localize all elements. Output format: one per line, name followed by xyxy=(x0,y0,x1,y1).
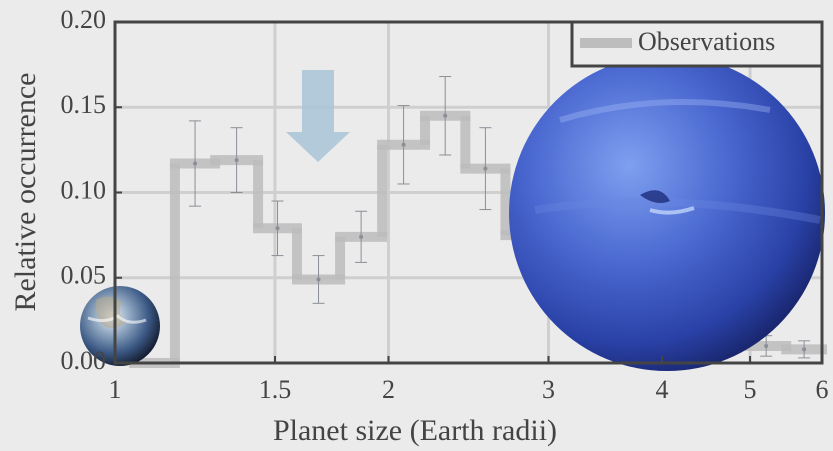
error-center xyxy=(276,226,280,230)
error-center xyxy=(443,114,447,118)
y-tick-label: 0.00 xyxy=(61,346,107,375)
error-center xyxy=(359,235,363,239)
legend: Observations xyxy=(572,22,822,66)
error-center xyxy=(802,347,806,351)
y-tick-label: 0.20 xyxy=(61,5,107,34)
error-center xyxy=(193,162,197,166)
y-tick-label: 0.10 xyxy=(61,175,107,204)
x-tick-label: 1.5 xyxy=(259,375,292,404)
x-axis-label: Planet size (Earth radii) xyxy=(273,414,557,447)
error-center xyxy=(483,167,487,171)
x-tick-label: 2 xyxy=(382,375,395,404)
x-tick-label: 4 xyxy=(656,375,669,404)
x-tick-label: 1 xyxy=(109,375,122,404)
legend-label: Observations xyxy=(638,27,775,56)
error-center xyxy=(317,277,321,281)
neptune-image xyxy=(509,55,825,371)
error-center xyxy=(235,158,239,162)
y-tick-label: 0.05 xyxy=(61,261,107,290)
x-tick-label: 6 xyxy=(816,375,829,404)
x-tick-label: 5 xyxy=(744,375,757,404)
x-tick-label: 3 xyxy=(542,375,555,404)
error-center xyxy=(402,143,406,147)
chart: Observations 1 1.5 2 3 4 5 6 0.00 0.05 0.10 0.15 0.… xyxy=(0,0,833,451)
y-axis-label: Relative occurrence xyxy=(9,72,42,311)
y-tick-label: 0.15 xyxy=(61,90,107,119)
error-center xyxy=(764,344,768,348)
